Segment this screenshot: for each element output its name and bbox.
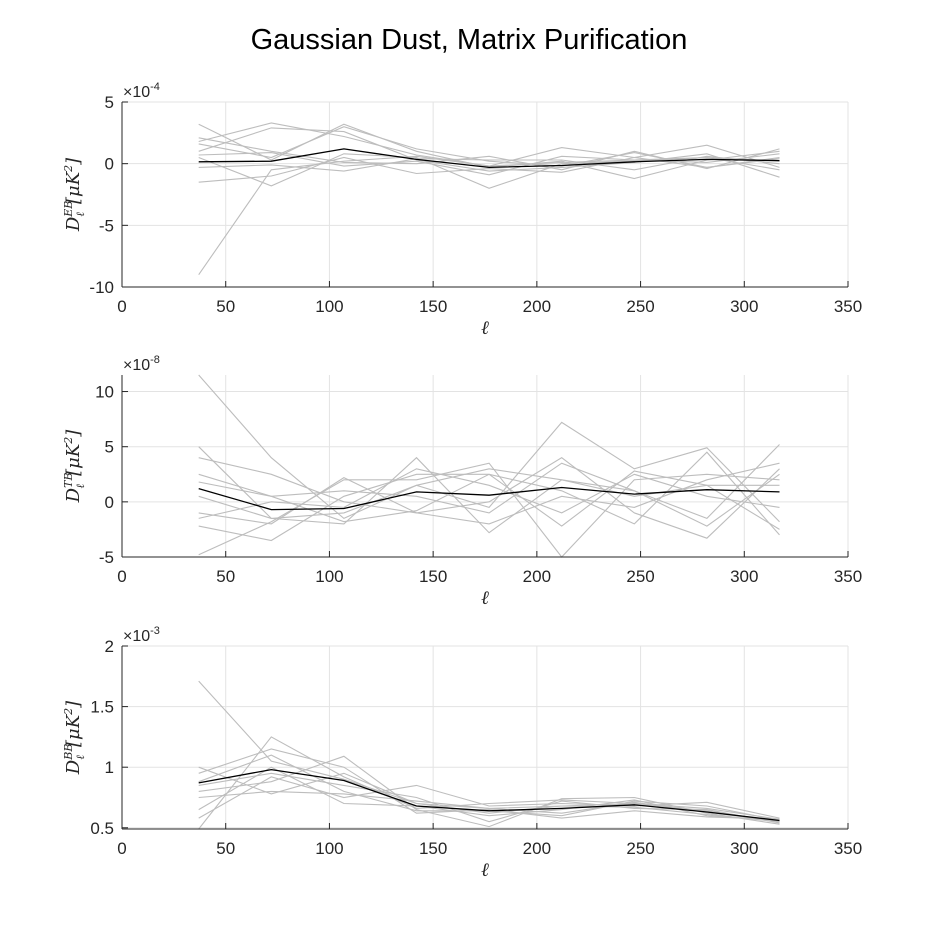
series-line-realization-7 [198,766,780,822]
x-tick-label: 50 [216,839,235,858]
x-tick-label: 100 [315,297,343,316]
x-tick-label: 300 [730,839,758,858]
y-tick-label: 5 [105,93,114,112]
y-tick-label: -5 [99,548,114,567]
x-tick-label: 300 [730,567,758,586]
figure-title: Gaussian Dust, Matrix Purification [250,24,688,56]
series-line-realization-9 [198,126,780,168]
series-line-realization-5 [198,470,780,542]
y-tick-label: -5 [99,216,114,235]
series-line-realization-10 [198,468,780,519]
series-line-realization-1 [198,155,780,276]
x-tick-label: 200 [523,839,551,858]
x-tick-label: 100 [315,839,343,858]
x-tick-label: 0 [117,567,126,586]
series-line-mean [198,148,780,169]
x-tick-label: 350 [834,567,862,586]
y-tick-label: 10 [95,383,114,402]
x-tick-label: 150 [419,567,447,586]
series-line-realization-2 [198,444,780,534]
y-tick-label: 0 [105,493,114,512]
series-line-realization-5 [198,153,780,189]
series-line-realization-6 [198,451,780,536]
x-tick-label: 300 [730,297,758,316]
x-tick-label: 50 [216,297,235,316]
series-line-realization-6 [198,776,780,819]
series-line-realization-1 [198,374,780,523]
y-tick-label: 0 [105,155,114,174]
x-tick-label: 250 [626,567,654,586]
y-axis-label: DEBℓ[μK2] [62,157,87,232]
x-tick-label: 200 [523,297,551,316]
series-line-realization-1 [198,680,780,820]
series-line-realization-8 [198,462,780,525]
panel-tb: 0 50 100 150 200 250 300 350-50510×10-8ℓDTBℓ[μK… [62,354,862,609]
series-line-realization-4 [198,156,780,183]
y-tick-label: 0.5 [90,819,114,838]
series-line-mean [198,486,780,511]
x-tick-label: 250 [626,839,654,858]
x-tick-label: 350 [834,297,862,316]
series-line-realization-3 [198,122,780,168]
y-tick-label: 1 [105,758,114,777]
x-tick-label: 350 [834,839,862,858]
series-line-realization-3 [198,462,780,558]
y-multiplier: ×10-3 [123,625,160,645]
x-tick-label: 50 [216,567,235,586]
x-axis-label: ℓ [481,587,489,609]
x-tick-label: 150 [419,297,447,316]
series-line-realization-5 [198,766,780,823]
series-line-realization-10 [198,790,780,823]
x-tick-label: 0 [117,839,126,858]
x-tick-label: 100 [315,567,343,586]
series-line-realization-9 [198,462,780,527]
x-tick-label: 200 [523,567,551,586]
x-axis-label: ℓ [481,859,489,881]
series-line-mean [198,768,780,822]
x-tick-label: 150 [419,839,447,858]
series-line-realization-9 [198,748,780,820]
x-tick-label: 0 [117,297,126,316]
x-axis-label: ℓ [481,317,489,339]
y-axis-label: DBBℓ[μK2] [62,700,87,775]
y-tick-label: 1.5 [90,698,114,717]
y-tick-label: 5 [105,438,114,457]
y-axis-label: DTBℓ[μK2] [62,429,87,504]
panel-bb: 0 50 100 150 200 250 300 350 0.5 1 1.5 2 ×10-3 ℓ DBBℓ[… [62,625,862,881]
series-line-realization-7 [198,468,780,519]
y-multiplier: ×10-8 [123,354,160,374]
y-multiplier: ×10-4 [123,81,160,101]
y-tick-label: 2 [105,637,114,656]
series-line-realization-4 [198,457,780,539]
panel-eb: 0 50 100 150 200 250 300 350 -10 -5 0 5 ×10-4 ℓ DEBℓ[μ… [62,81,862,339]
x-tick-label: 250 [626,297,654,316]
series-line-realization-7 [198,127,780,178]
y-tick-label: -10 [89,278,114,297]
